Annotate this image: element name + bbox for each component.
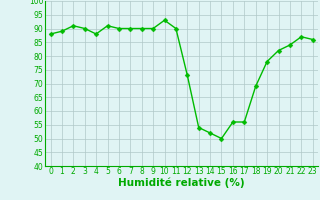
X-axis label: Humidité relative (%): Humidité relative (%): [118, 178, 245, 188]
